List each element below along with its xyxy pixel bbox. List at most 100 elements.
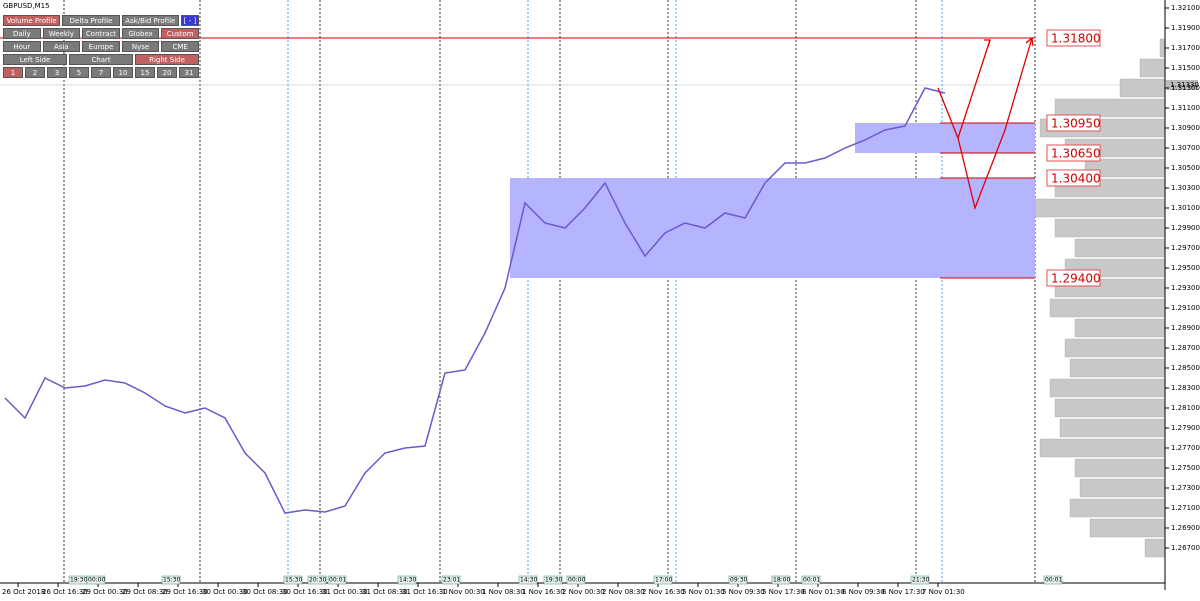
y-tick-label: 1.26900 [1171, 524, 1200, 532]
panel-button[interactable]: Europe [82, 41, 120, 52]
x-tick-label: 29 Oct 16:30 [162, 588, 208, 596]
session-tag-box [1043, 575, 1063, 585]
x-tick-label: 26 Oct 16:30 [42, 588, 88, 596]
x-tick-label: 1 Nov 16:30 [522, 588, 565, 596]
panel-button[interactable]: 20 [157, 67, 177, 78]
level-label: 1.30400 [1051, 172, 1101, 186]
y-tick-label: 1.31900 [1171, 24, 1200, 32]
session-tag-box [307, 575, 327, 585]
session-tag-box [543, 575, 563, 585]
panel-button[interactable]: 10 [113, 67, 133, 78]
session-tag-box [910, 575, 930, 585]
x-tick-label: 29 Oct 08:30 [122, 588, 168, 596]
panel-button[interactable]: Asia [42, 41, 81, 52]
profile-panel: Volume Profile Delta Profile Ask/Bid Profi… [3, 15, 199, 80]
panel-button[interactable]: 1 [3, 67, 23, 78]
volume-bar [1069, 498, 1166, 518]
volume-bar [1064, 338, 1166, 358]
price-line [4, 87, 946, 514]
session-tag: 19:30 [70, 577, 87, 584]
session-tag-box [771, 575, 791, 585]
current-price-box [1166, 80, 1198, 90]
panel-button[interactable]: 5 [69, 67, 89, 78]
panel-button[interactable]: Delta Profile [62, 15, 120, 26]
arrow [957, 37, 1033, 211]
x-tick-label: 1 Nov 08:30 [482, 588, 525, 596]
session-tag-box [327, 575, 347, 585]
session-tag: 00:00 [88, 577, 105, 584]
volume-bar [1034, 198, 1166, 218]
y-tick-label: 1.27100 [1171, 504, 1200, 512]
panel-button[interactable]: 31 [179, 67, 199, 78]
y-tick-label: 1.30300 [1171, 184, 1200, 192]
session-tag-box [441, 575, 461, 585]
symbol-title: GBPUSD,M15 [3, 2, 50, 10]
panel-button[interactable]: CME [161, 41, 199, 52]
current-price-label: 1.31330 [1170, 81, 1199, 89]
session-tag-box [801, 575, 821, 585]
x-tick-label: 6 Nov 01:30 [802, 588, 845, 596]
session-tag-box [653, 575, 673, 585]
volume-bar [1079, 478, 1166, 498]
x-tick-label: 6 Nov 09:30 [842, 588, 885, 596]
panel-button[interactable]: Contract [82, 28, 120, 39]
panel-button[interactable]: Volume Profile [3, 15, 61, 26]
session-tag-box [86, 575, 106, 585]
x-tick-label: 5 Nov 17:30 [762, 588, 805, 596]
x-tick-label: 30 Oct 16:30 [282, 588, 328, 596]
level-label: 1.30650 [1051, 147, 1101, 161]
session-separators [63, 0, 1036, 583]
x-tick-label: 7 Nov 01:30 [922, 588, 965, 596]
level-label: 1.31800 [1051, 32, 1101, 46]
x-tick-label: 2 Nov 08:30 [602, 588, 645, 596]
panel-button[interactable]: Ask/Bid Profile [121, 15, 179, 26]
y-tick-label: 1.30100 [1171, 204, 1200, 212]
volume-bar [1089, 518, 1166, 538]
panel-button[interactable]: Globex [121, 28, 160, 39]
y-tick-label: 1.32100 [1171, 4, 1200, 12]
volume-bar [1039, 438, 1166, 458]
volume-bar [1144, 538, 1166, 558]
panel-button[interactable]: Nyse [121, 41, 160, 52]
panel-button[interactable]: Left Side [3, 54, 67, 65]
panel-button[interactable]: Hour [3, 41, 41, 52]
button-row: 1 2 3 5 7 10 15 20 31 [3, 67, 199, 78]
zone [510, 178, 1035, 278]
y-tick-label: 1.29900 [1171, 224, 1200, 232]
x-tick-label: 2 Nov 00:30 [562, 588, 605, 596]
panel-button[interactable]: Custom [161, 28, 199, 39]
volume-bar [1049, 298, 1166, 318]
y-tick-label: 1.29500 [1171, 264, 1200, 272]
session-tag-box [397, 575, 417, 585]
session-tag: 23:01 [443, 577, 460, 584]
level-label: 1.30950 [1051, 117, 1101, 131]
panel-button[interactable]: 3 [47, 67, 67, 78]
panel-button[interactable]: Right Side [135, 54, 199, 65]
volume-bar [1074, 318, 1166, 338]
session-tag-box [728, 575, 748, 585]
panel-button[interactable]: [ - ] [180, 15, 199, 26]
panel-button[interactable]: 2 [25, 67, 45, 78]
volume-bar [1159, 38, 1166, 58]
y-tick-label: 1.28500 [1171, 364, 1200, 372]
y-tick-label: 1.29700 [1171, 244, 1200, 252]
panel-button[interactable]: 7 [91, 67, 111, 78]
session-tag-box [161, 575, 181, 585]
level-box [1046, 29, 1101, 47]
panel-button[interactable]: Chart [69, 54, 133, 65]
level-label: 1.29400 [1051, 272, 1101, 286]
panel-button[interactable]: 15 [135, 67, 155, 78]
panel-button[interactable]: Weekly [42, 28, 81, 39]
y-tick-label: 1.28900 [1171, 324, 1200, 332]
button-row: Daily Weekly Contract Globex Custom [3, 28, 199, 39]
session-tag: 00:00 [568, 577, 585, 584]
x-tick-label: 31 Oct 00:30 [322, 588, 368, 596]
x-tick-label: 5 Nov 09:30 [722, 588, 765, 596]
forecast-arrows [937, 36, 1034, 211]
session-tag: 20:30 [309, 577, 326, 584]
panel-button[interactable]: Daily [3, 28, 41, 39]
arrowhead [984, 39, 991, 48]
session-tag-box [283, 575, 303, 585]
x-tick-label: 26 Oct 2018 [2, 588, 45, 596]
